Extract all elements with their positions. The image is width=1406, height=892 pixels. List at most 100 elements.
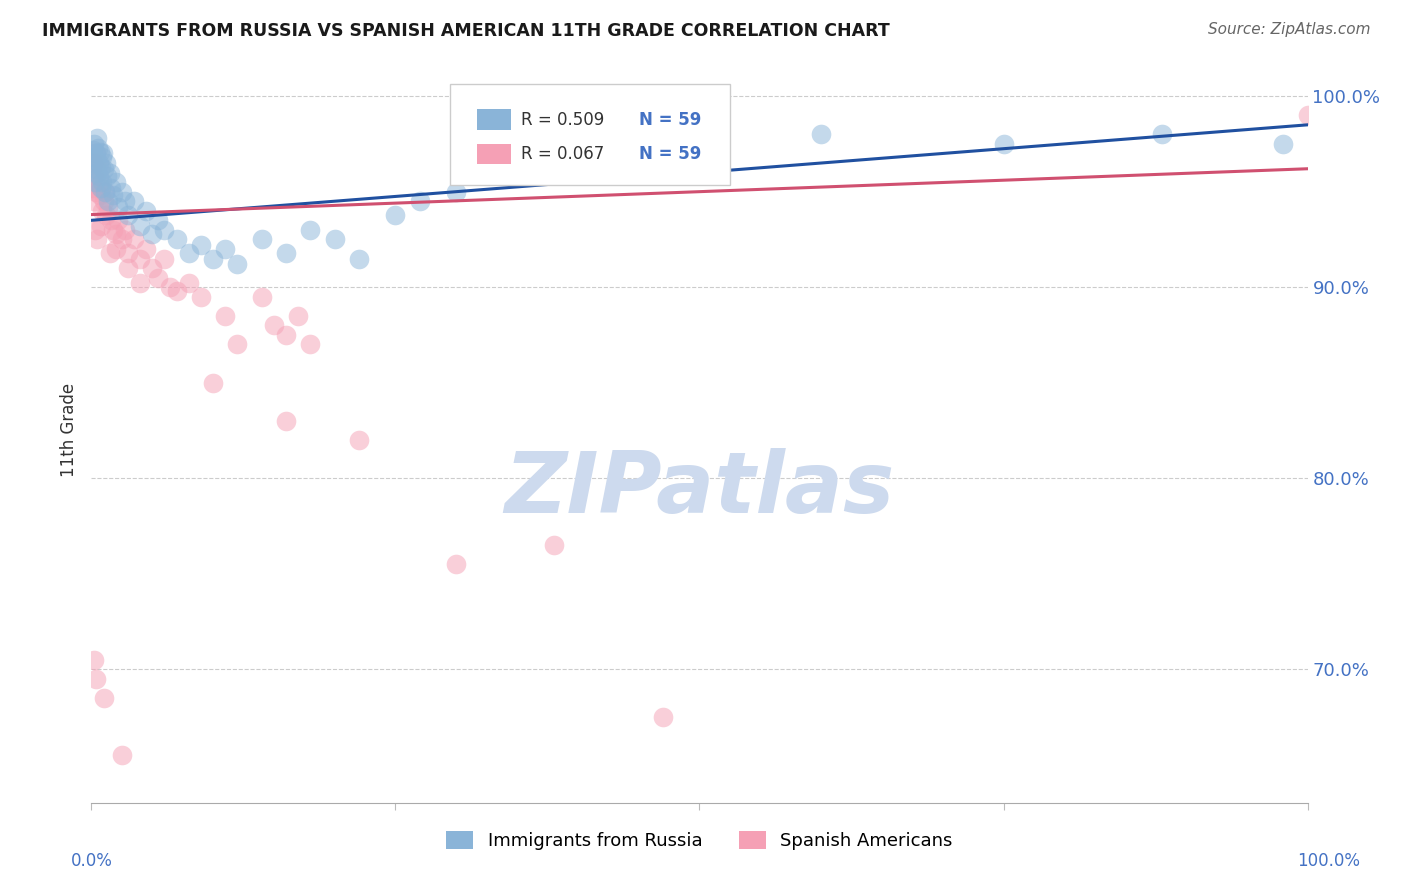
Point [82,156,104,170]
Point [86,165,108,179]
Point [104,227,127,241]
Text: R = 0.509: R = 0.509 [520,111,605,128]
Legend: Immigrants from Russia, Spanish Americans: Immigrants from Russia, Spanish American… [439,823,960,857]
Point [117,261,139,276]
Point [103,223,125,237]
FancyBboxPatch shape [450,84,730,185]
Point [226,337,249,351]
Point [543,538,565,552]
Point [94,185,117,199]
Point [177,245,200,260]
Y-axis label: 11th Grade: 11th Grade [60,384,79,477]
Point [84,175,107,189]
Point [103,188,125,202]
Point [148,270,170,285]
Point [129,277,152,291]
Point [86,131,108,145]
Point [94,185,117,199]
Point [299,223,322,237]
Point [122,232,145,246]
Point [100,213,122,227]
Point [91,203,114,218]
Point [91,175,114,189]
Point [214,242,236,256]
Point [214,309,236,323]
Point [153,223,176,237]
Point [129,219,152,233]
Point [517,146,540,161]
Point [87,141,110,155]
Point [104,175,127,189]
Point [86,232,108,246]
Point [688,131,710,145]
Point [274,414,297,428]
Point [444,185,467,199]
Point [104,242,127,256]
Point [84,146,107,161]
Point [93,690,115,705]
Point [226,257,249,271]
Point [83,169,105,184]
Point [87,169,110,184]
Bar [477,110,510,130]
Point [84,223,107,237]
Point [481,161,503,176]
Text: R = 0.067: R = 0.067 [520,145,605,163]
Point [83,150,105,164]
Point [84,156,107,170]
Point [93,194,115,209]
Point [117,208,139,222]
Text: N = 59: N = 59 [638,145,702,163]
Point [177,277,200,291]
Point [384,208,406,222]
Point [153,252,176,266]
Point [299,337,322,351]
Point [114,194,136,209]
Point [287,309,309,323]
Point [148,213,170,227]
Point [96,169,118,184]
Point [202,252,225,266]
Point [274,327,297,342]
Point [810,128,832,142]
Point [86,161,108,176]
Point [89,145,111,159]
Point [111,232,134,246]
Point [97,194,120,209]
Point [94,208,117,222]
Point [111,185,134,199]
Point [166,232,188,246]
Point [159,280,181,294]
Point [84,185,107,199]
Point [87,175,110,189]
Point [84,146,107,161]
Point [202,376,225,390]
Point [80,175,103,189]
Point [444,557,467,571]
Point [1296,108,1319,122]
Point [89,156,111,170]
Point [90,181,112,195]
Point [122,194,145,209]
Point [250,232,273,246]
Point [117,245,139,260]
Point [94,156,117,170]
Point [567,136,589,151]
Point [263,318,285,333]
Point [100,181,122,195]
Point [107,200,129,214]
Point [347,252,370,266]
Point [141,261,163,276]
Point [141,227,163,241]
Point [91,146,114,161]
Point [652,710,675,724]
Text: ZIPatlas: ZIPatlas [505,449,894,532]
Bar [477,144,510,164]
Text: N = 59: N = 59 [638,111,702,128]
Point [82,156,104,170]
Point [84,161,107,176]
Point [111,747,134,762]
Point [409,194,432,209]
Point [89,160,111,174]
Point [93,161,115,176]
